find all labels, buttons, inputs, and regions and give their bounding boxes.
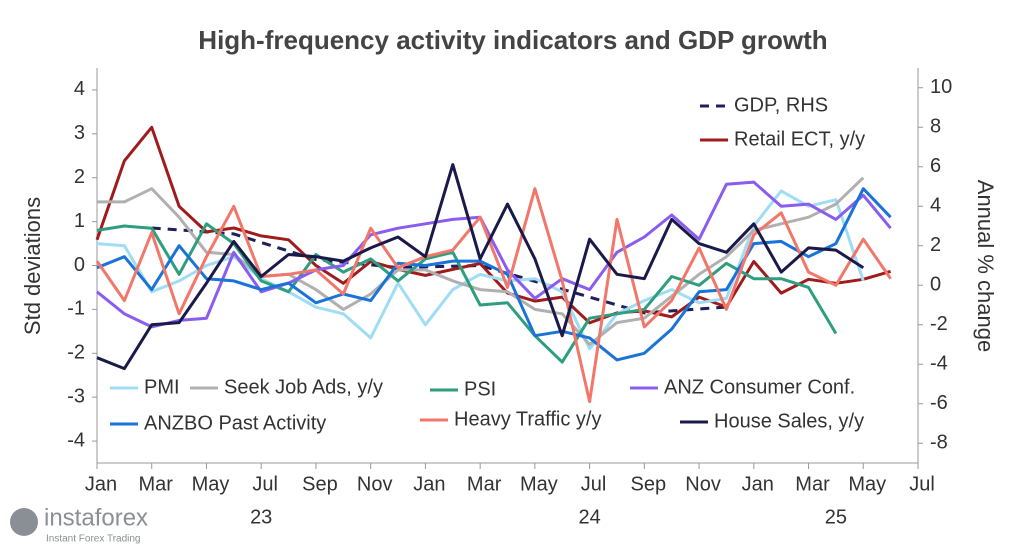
year-label: 24 (578, 506, 600, 528)
x-tick-label: Sep (302, 473, 338, 495)
legend-label: PMI (144, 376, 180, 398)
x-tick-label: Jul (581, 473, 607, 495)
legend-label: House Sales, y/y (714, 410, 864, 432)
series-line (96, 163, 865, 371)
x-tick-label: May (520, 473, 558, 495)
x-tick-label: May (192, 473, 230, 495)
legend-label: ANZBO Past Activity (144, 412, 326, 434)
legend-label: GDP, RHS (734, 94, 828, 116)
x-tick-label: Jan (742, 473, 774, 495)
series-line (96, 180, 892, 329)
y2-axis-label: Annual % change (973, 180, 998, 352)
y2-tick-label: 8 (930, 116, 941, 138)
x-tick-label: Mar (795, 473, 830, 495)
legend-label: Heavy Traffic y/y (454, 408, 601, 430)
x-tick-label: May (848, 473, 886, 495)
series-line (96, 187, 892, 362)
watermark-logo (10, 508, 38, 536)
legend-label: ANZ Consumer Conf. (664, 376, 855, 398)
y-tick-label: -2 (67, 342, 85, 364)
y2-tick-label: -4 (930, 353, 948, 375)
y2-tick-label: 4 (930, 195, 941, 217)
y2-tick-label: 6 (930, 155, 941, 177)
series-line (96, 222, 838, 364)
y-tick-label: -3 (67, 385, 85, 407)
y-tick-label: -1 (67, 298, 85, 320)
y2-tick-label: 0 (930, 274, 941, 296)
y-tick-label: 1 (74, 210, 85, 232)
y-tick-label: 0 (74, 254, 85, 276)
y2-tick-label: -2 (930, 313, 948, 335)
x-tick-label: Nov (357, 473, 393, 495)
chart-title: High-frequency activity indicators and G… (198, 25, 827, 55)
y-axis-label: Std deviations (20, 197, 45, 335)
x-tick-label: Jan (413, 473, 445, 495)
watermark-brand: instaforex (44, 504, 148, 531)
legend-label: PSI (464, 378, 496, 400)
x-tick-label: Jan (85, 473, 117, 495)
x-tick-label: Jul (252, 473, 278, 495)
y2-tick-label: -6 (930, 392, 948, 414)
y-tick-label: 4 (74, 78, 85, 100)
y2-tick-label: 10 (930, 76, 952, 98)
x-tick-label: Mar (467, 473, 502, 495)
y-tick-label: -4 (67, 429, 85, 451)
y2-tick-label: -8 (930, 432, 948, 454)
watermark-tagline: Instant Forex Trading (46, 534, 141, 545)
legend-label: Retail ECT, y/y (734, 128, 865, 150)
year-label: 23 (250, 506, 272, 528)
legend-label: Seek Job Ads, y/y (224, 376, 383, 398)
x-tick-label: Jul (909, 473, 935, 495)
watermark: instaforex Instant Forex Trading (10, 504, 148, 545)
y-tick-label: 3 (74, 122, 85, 144)
x-tick-label: Sep (631, 473, 667, 495)
y2-tick-label: 2 (930, 234, 941, 256)
year-label: 25 (825, 506, 847, 528)
x-tick-label: Nov (685, 473, 721, 495)
x-tick-label: Mar (139, 473, 174, 495)
y-tick-label: 2 (74, 166, 85, 188)
